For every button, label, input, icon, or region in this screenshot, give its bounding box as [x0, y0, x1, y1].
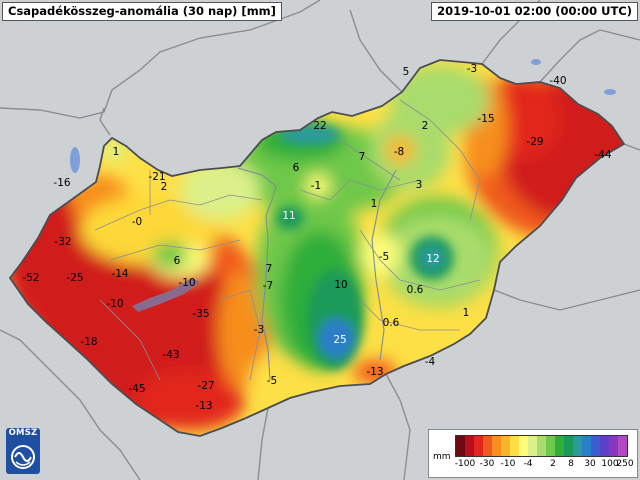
legend-swatch: [465, 436, 474, 456]
value-label: -5: [378, 251, 390, 263]
value-label: 3: [415, 179, 423, 191]
value-label: 0.6: [382, 317, 400, 329]
legend-tick-label: -100: [454, 459, 476, 469]
legend-swatch: [537, 436, 546, 456]
legend-tick-label: -30: [479, 459, 495, 469]
value-label: -29: [526, 136, 544, 148]
map-timestamp: 2019-10-01 02:00 (00:00 UTC): [431, 2, 638, 21]
legend-swatch: [492, 436, 501, 456]
legend-swatch: [510, 436, 519, 456]
legend-swatch: [555, 436, 564, 456]
omsz-logo-icon: [6, 428, 40, 474]
value-label: -3: [253, 324, 265, 336]
legend-tick-label: 250: [616, 459, 634, 469]
color-legend: mm -100 -30 -10 -4 2 8 30 100 250: [428, 429, 638, 478]
value-label: -43: [162, 349, 180, 361]
value-label: -52: [22, 272, 40, 284]
value-label: -7: [262, 280, 274, 292]
value-label: -21: [148, 171, 166, 183]
value-label: -18: [80, 336, 98, 348]
legend-tick-label: -10: [500, 459, 516, 469]
value-label: -27: [197, 380, 215, 392]
value-label: 2: [160, 181, 168, 193]
legend-swatch: [519, 436, 528, 456]
value-label: 6: [173, 255, 181, 267]
legend-swatch: [582, 436, 591, 456]
value-label: -0: [131, 216, 143, 228]
value-label: 10: [334, 279, 348, 291]
value-label: -5: [266, 375, 278, 387]
legend-swatch: [483, 436, 492, 456]
legend-tick-label: -4: [523, 459, 533, 469]
value-label: 22: [313, 120, 327, 132]
legend-swatch: [573, 436, 582, 456]
value-label: -45: [128, 383, 146, 395]
legend-tick-label: 2: [550, 459, 556, 469]
value-label: 11: [282, 210, 296, 222]
value-label: -1: [310, 180, 322, 192]
value-label: -15: [477, 113, 495, 125]
value-label: 7: [358, 151, 366, 163]
legend-swatch: [564, 436, 573, 456]
value-label: -16: [53, 177, 71, 189]
value-label: -40: [549, 75, 567, 87]
value-label: -4: [424, 356, 436, 368]
legend-ticks: -100 -30 -10 -4 2 8 30 100 250: [454, 459, 634, 473]
value-label: 7: [265, 263, 273, 275]
map-title: Csapadékösszeg-anomália (30 nap) [mm]: [2, 2, 282, 21]
omsz-logo-text: OMSZ: [8, 428, 38, 438]
value-label: -35: [192, 308, 210, 320]
legend-swatch: [600, 436, 609, 456]
legend-swatch: [474, 436, 483, 456]
legend-swatch: [609, 436, 618, 456]
legend-tick-label: 100: [601, 459, 619, 469]
legend-swatch: [528, 436, 537, 456]
legend-swatch: [501, 436, 510, 456]
value-label: -10: [106, 298, 124, 310]
value-label: -13: [195, 400, 213, 412]
legend-color-bar: [455, 435, 628, 457]
value-label: 2: [421, 120, 429, 132]
legend-unit: mm: [433, 452, 451, 462]
value-label: -32: [54, 236, 72, 248]
value-label: 0.6: [406, 284, 424, 296]
legend-swatch: [546, 436, 555, 456]
value-label: 6: [292, 162, 300, 174]
legend-tick-label: 30: [584, 459, 596, 469]
value-label: -14: [111, 268, 129, 280]
value-label: -13: [366, 366, 384, 378]
value-label: 5: [402, 66, 410, 78]
legend-swatch: [591, 436, 600, 456]
value-label: 25: [333, 334, 347, 346]
value-label: 1: [112, 146, 120, 158]
value-label: 1: [370, 198, 378, 210]
value-label: 12: [426, 253, 440, 265]
omsz-logo: OMSZ: [6, 428, 40, 474]
legend-swatch: [618, 436, 627, 456]
value-label: -3: [466, 63, 478, 75]
value-label: 1: [462, 307, 470, 319]
value-label: -25: [66, 272, 84, 284]
value-label: -8: [393, 146, 405, 158]
country-border: [8, 59, 626, 437]
value-label: -10: [178, 277, 196, 289]
value-label: -44: [594, 149, 612, 161]
legend-tick-label: 8: [568, 459, 574, 469]
legend-swatch: [456, 436, 465, 456]
